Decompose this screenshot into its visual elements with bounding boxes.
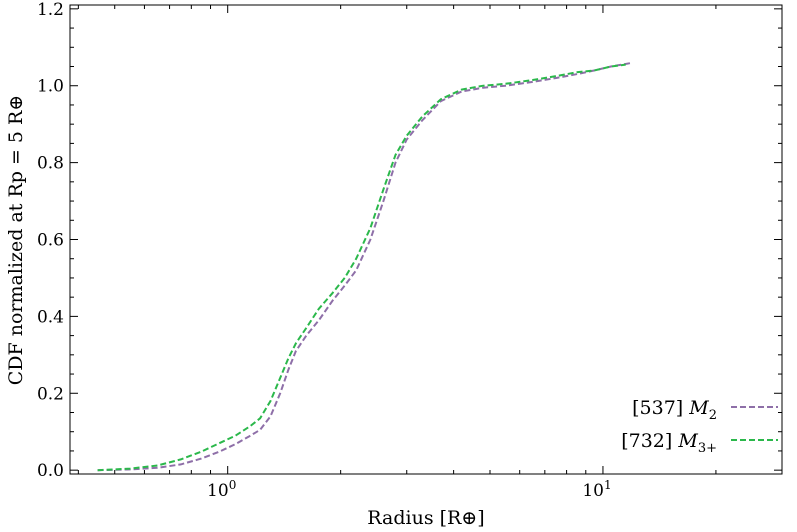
y-tick-label: 0.8 <box>37 154 64 174</box>
y-tick-label: 0.2 <box>37 384 64 404</box>
y-axis-ticks: 0.0 0.2 0.4 0.6 0.8 1.0 1.2 <box>37 0 782 481</box>
y-tick-label: 1.2 <box>37 0 64 20</box>
x-axis-label: Radius [R⊕] <box>367 507 484 529</box>
y-tick-label: 1.0 <box>37 77 64 97</box>
legend: [537] M2 [732] M3+ <box>621 397 778 456</box>
series-line-2 <box>97 63 626 472</box>
y-axis-label: CDF normalized at Rp = 5 R⊕ <box>5 95 27 386</box>
y-tick-label: 0.0 <box>37 461 64 481</box>
y-tick-label: 0.4 <box>37 307 64 327</box>
x-tick-label: 101 <box>582 478 611 501</box>
series-line-1 <box>97 61 633 472</box>
y-tick-label: 0.6 <box>37 231 64 251</box>
legend-label-2: [732] M3+ <box>621 430 717 456</box>
x-tick-label: 100 <box>207 478 236 501</box>
x-axis-ticks: 100 101 <box>77 5 783 501</box>
series-layer <box>97 61 633 472</box>
legend-label-1: [537] M2 <box>632 397 717 423</box>
